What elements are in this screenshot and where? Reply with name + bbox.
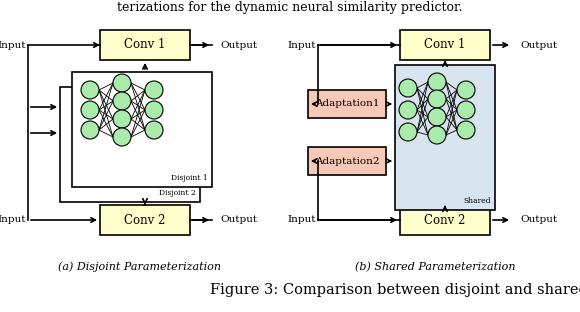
Circle shape (81, 121, 99, 139)
Circle shape (145, 101, 163, 119)
Circle shape (81, 101, 99, 119)
Circle shape (399, 79, 417, 97)
Bar (60, 87, 200, 202)
Text: Output: Output (220, 216, 257, 225)
Text: Output: Output (520, 216, 557, 225)
Circle shape (81, 81, 99, 99)
Text: Disjoint 2: Disjoint 2 (160, 189, 196, 197)
Circle shape (457, 81, 475, 99)
Bar (100, 30, 190, 60)
Circle shape (457, 121, 475, 139)
Text: (a) Disjoint Parameterization: (a) Disjoint Parameterization (59, 262, 222, 272)
Circle shape (113, 74, 131, 92)
Circle shape (428, 108, 446, 126)
Bar (72, 72, 212, 187)
Circle shape (113, 110, 131, 128)
Text: Input: Input (0, 41, 26, 50)
Circle shape (457, 101, 475, 119)
Text: terizations for the dynamic neural similarity predictor.: terizations for the dynamic neural simil… (117, 2, 463, 14)
Circle shape (428, 90, 446, 108)
Text: (b) Shared Parameterization: (b) Shared Parameterization (355, 262, 515, 272)
Text: Output: Output (520, 41, 557, 50)
Bar (395, 65, 495, 210)
Text: Figure 3: Comparison between disjoint and shared parame-: Figure 3: Comparison between disjoint an… (210, 283, 580, 297)
Text: Disjoint 1: Disjoint 1 (171, 174, 208, 182)
Text: Adaptation2: Adaptation2 (315, 157, 379, 165)
Bar (308, 147, 386, 175)
Text: Conv 2: Conv 2 (425, 213, 466, 227)
Bar (400, 30, 490, 60)
Text: Shared: Shared (463, 197, 491, 205)
Text: Conv 1: Conv 1 (425, 38, 466, 51)
Bar (308, 90, 386, 118)
Circle shape (428, 73, 446, 91)
Circle shape (428, 126, 446, 144)
Text: Conv 1: Conv 1 (124, 38, 166, 51)
Circle shape (145, 81, 163, 99)
Circle shape (145, 121, 163, 139)
Text: Input: Input (288, 41, 316, 50)
Circle shape (113, 92, 131, 110)
Text: Adaptation1: Adaptation1 (315, 100, 379, 109)
Text: Input: Input (0, 216, 26, 225)
Circle shape (399, 123, 417, 141)
Bar (400, 205, 490, 235)
Text: Input: Input (288, 216, 316, 225)
Bar (100, 205, 190, 235)
Circle shape (399, 101, 417, 119)
Text: Output: Output (220, 41, 257, 50)
Text: Conv 2: Conv 2 (124, 213, 166, 227)
Circle shape (113, 128, 131, 146)
